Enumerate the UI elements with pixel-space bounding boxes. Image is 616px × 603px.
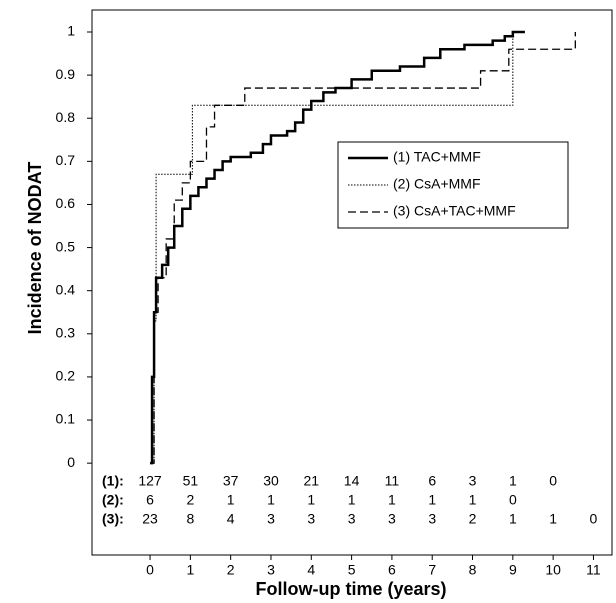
y-tick-label: 0.9 (56, 66, 76, 82)
risk-count: 1 (307, 492, 315, 508)
risk-count: 1 (348, 492, 356, 508)
risk-count: 51 (183, 473, 199, 489)
x-tick-label: 7 (428, 562, 436, 578)
risk-row-label: (3): (102, 511, 124, 527)
risk-count: 2 (186, 492, 194, 508)
y-tick-label: 1 (67, 23, 75, 39)
y-tick-label: 0.8 (56, 109, 76, 125)
risk-count: 3 (469, 473, 477, 489)
risk-count: 23 (142, 511, 158, 527)
risk-count: 1 (509, 511, 517, 527)
y-tick-label: 0.7 (56, 152, 76, 168)
x-tick-label: 9 (509, 562, 517, 578)
risk-count: 0 (590, 511, 598, 527)
legend-label: (3) CsA+TAC+MMF (393, 203, 516, 219)
risk-count: 1 (227, 492, 235, 508)
x-tick-label: 8 (469, 562, 477, 578)
x-axis-title: Follow-up time (years) (255, 579, 446, 599)
legend-label: (1) TAC+MMF (393, 149, 481, 165)
y-axis-title: Incidence of NODAT (25, 162, 45, 335)
x-tick-label: 3 (267, 562, 275, 578)
y-tick-label: 0.3 (56, 325, 76, 341)
risk-count: 1 (428, 492, 436, 508)
y-tick-label: 0 (67, 454, 75, 470)
risk-count: 3 (267, 511, 275, 527)
risk-count: 14 (344, 473, 360, 489)
risk-count: 6 (146, 492, 154, 508)
x-tick-label: 2 (227, 562, 235, 578)
risk-count: 0 (549, 473, 557, 489)
risk-row-label: (2): (102, 492, 124, 508)
risk-count: 4 (227, 511, 235, 527)
risk-count: 3 (307, 511, 315, 527)
risk-count: 37 (223, 473, 239, 489)
y-tick-label: 0.2 (56, 368, 76, 384)
risk-count: 0 (509, 492, 517, 508)
y-tick-label: 0.1 (56, 411, 76, 427)
risk-count: 30 (263, 473, 279, 489)
x-tick-label: 1 (186, 562, 194, 578)
y-tick-label: 0.4 (56, 281, 76, 297)
risk-count: 1 (549, 511, 557, 527)
x-tick-label: 0 (146, 562, 154, 578)
risk-count: 2 (469, 511, 477, 527)
y-tick-label: 0.6 (56, 195, 76, 211)
risk-count: 11 (385, 473, 400, 489)
step-line (150, 31, 576, 464)
step-line (150, 31, 514, 464)
risk-count: 1 (509, 473, 517, 489)
risk-count: 3 (348, 511, 356, 527)
x-tick-label: 10 (545, 562, 561, 578)
risk-count: 1 (469, 492, 477, 508)
risk-count: 8 (186, 511, 194, 527)
risk-count: 21 (303, 473, 319, 489)
risk-count: 127 (138, 473, 162, 489)
risk-count: 1 (388, 492, 396, 508)
x-tick-label: 11 (586, 562, 601, 578)
risk-row-label: (1): (102, 473, 124, 489)
step-line (150, 30, 525, 465)
risk-count: 1 (267, 492, 275, 508)
x-tick-label: 4 (307, 562, 315, 578)
risk-count: 3 (428, 511, 436, 527)
risk-count: 3 (388, 511, 396, 527)
legend-label: (2) CsA+MMF (393, 176, 481, 192)
y-tick-label: 0.5 (56, 238, 76, 254)
risk-count: 6 (428, 473, 436, 489)
x-tick-label: 6 (388, 562, 396, 578)
x-tick-label: 5 (348, 562, 356, 578)
